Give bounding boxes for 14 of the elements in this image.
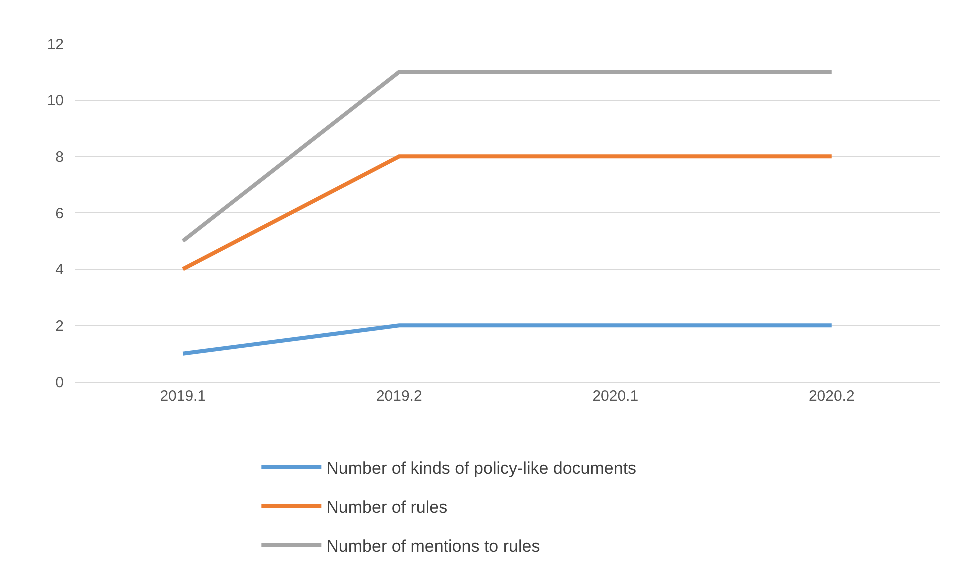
legend-label: Number of mentions to rules [326, 536, 540, 556]
legend-label: Number of rules [326, 498, 448, 517]
x-tick-label: 2019.2 [376, 388, 422, 405]
x-tick-label: 2019.1 [160, 388, 206, 405]
x-tick-label: 2020.1 [592, 388, 639, 405]
y-tick-label: 12 [47, 36, 64, 54]
legend-label: Number of kinds of policy-like documents [326, 458, 637, 478]
y-tick-label: 10 [47, 92, 64, 110]
x-tick-label: 2020.2 [808, 388, 855, 405]
y-tick-label: 4 [56, 262, 64, 279]
y-tick-label: 8 [56, 148, 64, 166]
y-tick-label: 6 [56, 205, 64, 222]
y-tick-label: 2 [56, 318, 64, 335]
y-tick-label: 0 [56, 374, 64, 392]
